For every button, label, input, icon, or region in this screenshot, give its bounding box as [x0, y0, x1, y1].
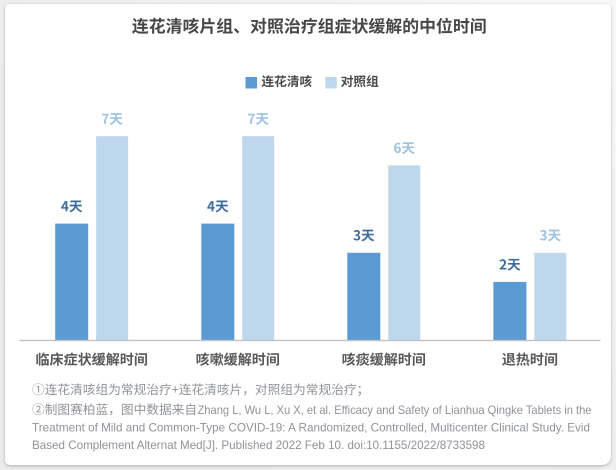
svg-text:Treatment of Mild and Common-T: Treatment of Mild and Common-Type COVID-… — [32, 421, 590, 434]
svg-text:Zhang L, Wu L, Xu X, et al. Ef: Zhang L, Wu L, Xu X, et al. Efficacy and… — [198, 404, 592, 417]
svg-text:Based Complement Alternat Med[: Based Complement Alternat Med[J]. Publis… — [32, 439, 485, 452]
